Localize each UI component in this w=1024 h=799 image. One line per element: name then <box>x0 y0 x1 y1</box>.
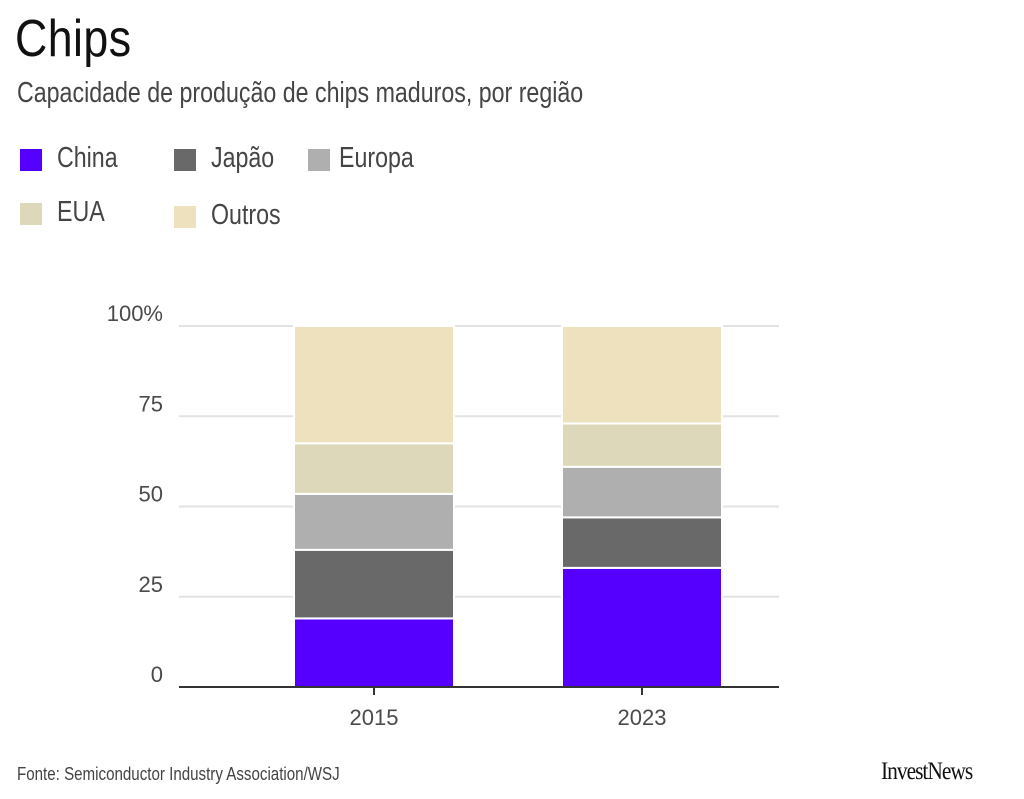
chart-subtitle: Capacidade de produção de chips maduros,… <box>17 77 584 109</box>
brand-logo: InvestNews <box>881 758 973 785</box>
x-tick-label: 2023 <box>618 705 667 730</box>
x-tick-label: 2015 <box>350 705 399 730</box>
legend-swatch-japao <box>174 149 196 171</box>
bar-layer <box>293 325 723 688</box>
y-tick-label: 50 <box>139 482 163 507</box>
legend-label-china: China <box>57 142 118 174</box>
source-note: Fonte: Semiconductor Industry Associatio… <box>17 764 340 784</box>
bar-segment-europa-2015 <box>293 492 455 551</box>
y-tick-label: 75 <box>139 391 163 416</box>
bar-segment-japao-2023 <box>561 516 723 569</box>
y-tick-label: 25 <box>139 572 163 597</box>
bar-segment-eua-2015 <box>293 442 455 495</box>
legend-swatch-china <box>20 149 42 171</box>
legend-label-europa: Europa <box>339 142 414 174</box>
legend-label-eua: EUA <box>57 196 105 228</box>
bar-segment-japao-2015 <box>293 548 455 620</box>
bar-segment-eua-2023 <box>561 422 723 468</box>
legend-swatch-eua <box>20 203 42 225</box>
chart-title: Chips <box>15 10 132 68</box>
axis-layer: 0 25 50 75 100% 2015 2023 <box>107 301 779 730</box>
y-tick-label: 100% <box>107 301 163 326</box>
y-tick-label: 0 <box>151 662 163 687</box>
legend-swatch-outros <box>174 206 196 228</box>
bar-segment-outros-2015 <box>293 325 455 445</box>
bar-group-2015 <box>293 325 455 688</box>
bar-group-2023 <box>561 325 723 688</box>
bar-segment-china-2015 <box>293 617 455 688</box>
bar-segment-europa-2023 <box>561 465 723 519</box>
bar-segment-outros-2023 <box>561 325 723 425</box>
bar-segment-china-2023 <box>561 566 723 688</box>
legend-swatch-europa <box>308 149 330 171</box>
legend-label-outros: Outros <box>211 199 281 231</box>
legend-label-japao: Japão <box>211 142 275 174</box>
